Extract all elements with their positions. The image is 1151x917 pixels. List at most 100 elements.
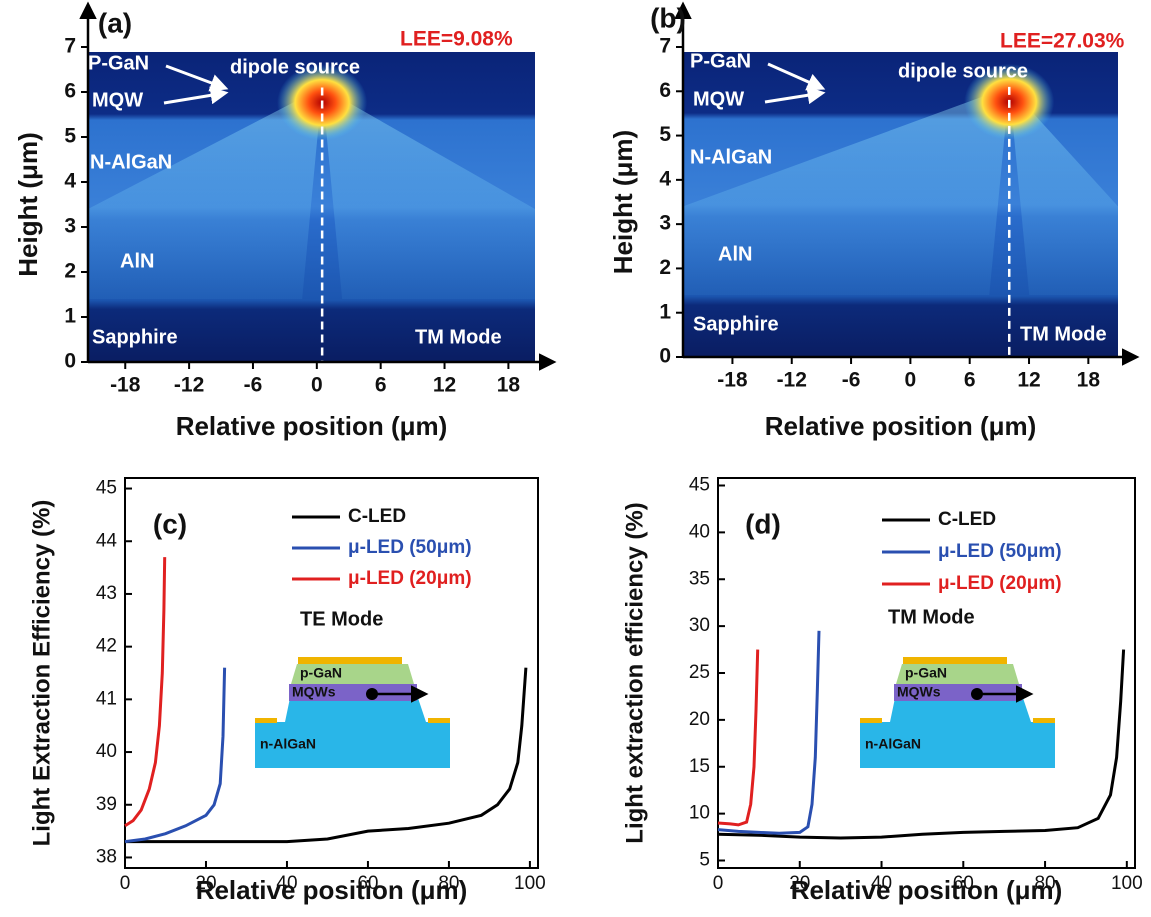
inset-mqw — [289, 684, 417, 701]
x-tick-label: 80 — [438, 873, 459, 894]
y-axis-title: Light extraction efficiency (%) — [621, 502, 648, 843]
panel-label: (a) — [98, 7, 132, 38]
y-axis-title: Light Extraction Efficiency (%) — [28, 500, 55, 847]
y-tick-label: 0 — [659, 345, 671, 368]
layer-label: AlN — [718, 243, 752, 265]
series-line — [124, 667, 227, 844]
x-tick-label: 40 — [871, 873, 892, 894]
inset-pgan — [896, 664, 1019, 684]
panel-label: (b) — [650, 2, 686, 33]
y-tick-label: 5 — [699, 850, 710, 871]
y-tick-label: 7 — [64, 35, 76, 58]
y-tick-label: 38 — [96, 846, 117, 867]
x-tick-label: 60 — [357, 873, 378, 894]
pointer-arrow — [165, 64, 229, 92]
layer-label: MQW — [92, 89, 143, 111]
series-line — [717, 649, 760, 827]
x-tick-label: 12 — [1017, 369, 1040, 392]
inset-label: MQWs — [897, 684, 941, 700]
x-tick-label: 18 — [497, 374, 521, 397]
series-line — [717, 649, 1126, 840]
y-axis-title: Height (μm) — [608, 130, 638, 274]
y-tick-label: 1 — [64, 305, 76, 328]
layer-label: AlN — [120, 250, 154, 272]
y-tick-label: 7 — [659, 35, 671, 58]
y-tick-label: 2 — [64, 260, 76, 283]
x-tick-label: 18 — [1077, 369, 1101, 392]
lee-annotation: LEE=27.03% — [1000, 30, 1125, 53]
pointer-arrow — [764, 86, 826, 105]
y-tick-label: 4 — [659, 167, 671, 190]
y-tick-label: 1 — [659, 300, 671, 323]
y-tick-label: 30 — [689, 615, 710, 636]
x-tick-label: 12 — [433, 374, 456, 397]
y-tick-label: 15 — [689, 756, 710, 777]
x-tick-label: 100 — [514, 873, 546, 894]
inset-label: n-AlGaN — [260, 736, 316, 752]
y-tick-label: 2 — [659, 256, 671, 279]
x-tick-label: -18 — [110, 374, 141, 397]
x-tick-label: -12 — [174, 374, 204, 397]
pointer-arrow — [163, 86, 229, 105]
inset-contact — [298, 657, 402, 664]
x-tick-label: 0 — [905, 369, 917, 392]
legend-label: μ-LED (50μm) — [938, 541, 1062, 562]
y-tick-label: 4 — [64, 170, 76, 193]
layer-label: P-GaN — [88, 52, 149, 74]
inset-pad — [255, 718, 277, 723]
legend-label: μ-LED (50μm) — [348, 537, 472, 558]
y-tick-label: 3 — [659, 212, 671, 235]
series-line — [124, 557, 167, 828]
x-tick-label: 80 — [1034, 873, 1055, 894]
x-axis-title: Relative position (μm) — [791, 875, 1063, 905]
y-tick-label: 0 — [64, 350, 76, 373]
field-fan — [683, 86, 1010, 295]
mode-label: TM Mode — [415, 326, 502, 348]
y-tick-label: 40 — [96, 741, 117, 762]
layer-label: MQW — [693, 88, 744, 110]
panel-label: (c) — [153, 508, 187, 539]
inset-label: MQWs — [292, 684, 336, 700]
inset-label: p-GaN — [905, 665, 947, 681]
plot-frame — [124, 477, 539, 869]
panel-label: (d) — [745, 508, 781, 539]
lee-annotation: LEE=9.08% — [400, 28, 513, 51]
y-tick-label: 6 — [64, 80, 76, 103]
series-line — [717, 630, 821, 835]
source-label: dipole source — [898, 60, 1028, 82]
x-tick-label: 0 — [120, 873, 131, 894]
inset-pgan — [291, 664, 414, 684]
y-tick-label: 43 — [96, 583, 117, 604]
inset-contact — [903, 657, 1007, 664]
x-axis-title: Relative position (μm) — [765, 411, 1037, 441]
y-tick-label: 45 — [689, 475, 710, 496]
series-line — [125, 667, 528, 844]
layer-label: N-AlGaN — [90, 151, 172, 173]
mode-label: TM Mode — [888, 606, 975, 628]
y-tick-label: 20 — [689, 709, 710, 730]
x-tick-label: 40 — [276, 873, 297, 894]
y-tick-label: 44 — [96, 530, 118, 551]
x-tick-label: 6 — [964, 369, 976, 392]
x-tick-label: -12 — [777, 369, 807, 392]
y-tick-label: 10 — [689, 803, 710, 824]
y-tick-label: 42 — [96, 636, 117, 657]
inset-pad — [428, 718, 450, 723]
x-tick-label: -6 — [842, 369, 861, 392]
y-tick-label: 5 — [64, 125, 76, 148]
inset-base — [255, 698, 450, 768]
y-axis-title: Height (μm) — [13, 132, 43, 276]
y-tick-label: 35 — [689, 568, 710, 589]
inset-base — [860, 698, 1055, 768]
source-label: dipole source — [230, 56, 360, 78]
inset-pad — [860, 718, 882, 723]
x-tick-label: 20 — [789, 873, 810, 894]
x-tick-label: 20 — [195, 873, 216, 894]
y-tick-label: 5 — [659, 123, 671, 146]
field-fan — [88, 87, 323, 299]
legend-label: C-LED — [348, 506, 406, 527]
x-axis-title: Relative position (μm) — [196, 875, 468, 905]
legend-label: μ-LED (20μm) — [348, 568, 472, 589]
